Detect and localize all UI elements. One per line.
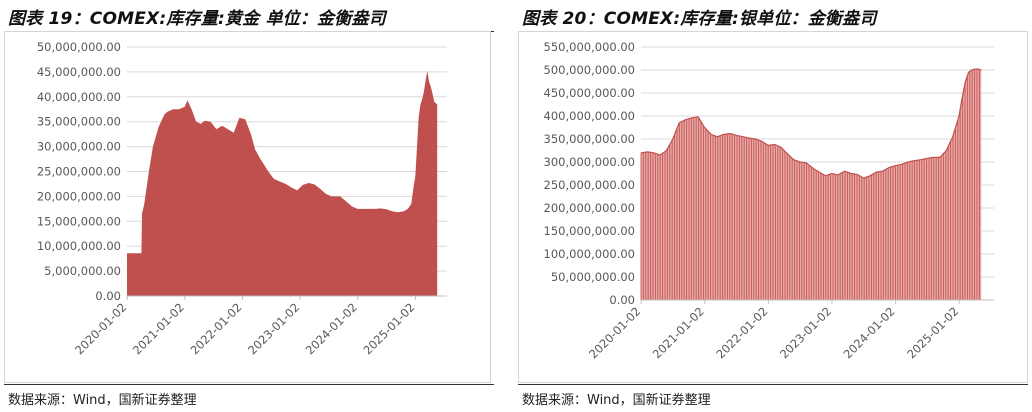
y-tick-label: 50,000,000.00 bbox=[37, 40, 121, 54]
source-note: 数据来源：Wind，国新证券整理 bbox=[8, 393, 197, 408]
figure-title-gold: 图表 19：COMEX:库存量:黄金 单位：金衡盎司 bbox=[8, 9, 386, 29]
y-tick-label: 30,000,000.00 bbox=[37, 140, 121, 154]
x-tick-label: 2023-01-02 bbox=[777, 304, 834, 361]
x-tick-label: 2021-01-02 bbox=[130, 300, 187, 357]
y-tick-label: 20,000,000.00 bbox=[37, 189, 121, 203]
y-tick-label: 0.00 bbox=[609, 293, 635, 307]
y-tick-label: 5,000,000.00 bbox=[44, 264, 121, 278]
y-tick-label: 100,000,000.00 bbox=[544, 247, 635, 261]
y-tick-label: 10,000,000.00 bbox=[37, 239, 121, 253]
y-tick-label: 15,000,000.00 bbox=[37, 214, 121, 228]
x-tick-label: 2024-01-02 bbox=[303, 300, 360, 357]
x-tick-label: 2025-01-02 bbox=[904, 304, 961, 361]
bottom-rule bbox=[4, 384, 494, 385]
y-tick-label: 40,000,000.00 bbox=[37, 90, 121, 104]
y-tick-label: 550,000,000.00 bbox=[544, 40, 635, 54]
y-tick-label: 0.00 bbox=[95, 289, 121, 303]
gold-inventory-chart: 0.00 5,000,000.00 10,000,000.00 15,000,000.… bbox=[37, 40, 447, 357]
chart-frame: 0.00 5,000,000.00 10,000,000.00 15,000,000.… bbox=[4, 31, 491, 383]
y-tick-label: 450,000,000.00 bbox=[544, 86, 635, 100]
y-tick-label: 25,000,000.00 bbox=[37, 165, 121, 179]
x-tick-label: 2025-01-02 bbox=[360, 300, 417, 357]
x-tick-label: 2024-01-02 bbox=[841, 304, 898, 361]
x-tick-label: 2022-01-02 bbox=[713, 304, 770, 361]
chart-frame: 0.00 50,000,000.00 100,000,000.00 150,000,0… bbox=[518, 31, 1028, 383]
y-tick-label: 500,000,000.00 bbox=[544, 63, 635, 77]
x-tick-label: 2022-01-02 bbox=[187, 300, 244, 357]
y-tick-label: 250,000,000.00 bbox=[544, 178, 635, 192]
x-tick-label: 2021-01-02 bbox=[650, 304, 707, 361]
silver-inventory-chart: 0.00 50,000,000.00 100,000,000.00 150,000,0… bbox=[544, 40, 994, 361]
x-tick-label: 2020-01-02 bbox=[586, 304, 643, 361]
gold-panel: 图表 19：COMEX:库存量:黄金 单位：金衡盎司 0.00 5,000,000… bbox=[0, 0, 498, 412]
source-note: 数据来源：Wind，国新证券整理 bbox=[522, 393, 711, 408]
y-tick-label: 350,000,000.00 bbox=[544, 132, 635, 146]
x-tick-label: 2023-01-02 bbox=[245, 300, 302, 357]
y-tick-label: 35,000,000.00 bbox=[37, 115, 121, 129]
y-tick-label: 45,000,000.00 bbox=[37, 65, 121, 79]
silver-series-line bbox=[640, 68, 982, 179]
gold-inventory-area bbox=[127, 70, 438, 297]
y-tick-label: 200,000,000.00 bbox=[544, 201, 635, 215]
silver-panel: 图表 20：COMEX:库存量:银单位：金衡盎司 0.00 50,000,000.… bbox=[514, 0, 1032, 412]
figure-title-silver: 图表 20：COMEX:库存量:银单位：金衡盎司 bbox=[522, 9, 877, 29]
y-tick-label: 400,000,000.00 bbox=[544, 109, 635, 123]
x-tick-label: 2020-01-02 bbox=[72, 300, 129, 357]
y-tick-label: 150,000,000.00 bbox=[544, 224, 635, 238]
y-tick-label: 50,000,000.00 bbox=[551, 270, 635, 284]
bottom-rule bbox=[518, 384, 1028, 385]
y-tick-label: 300,000,000.00 bbox=[544, 155, 635, 169]
